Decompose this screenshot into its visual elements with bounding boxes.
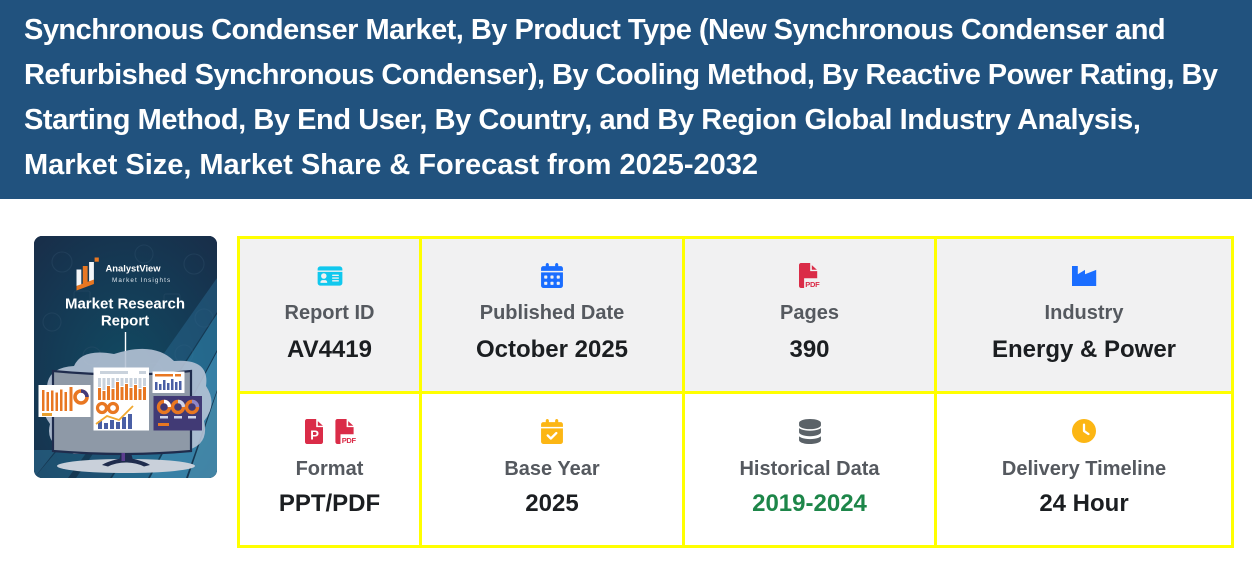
svg-text:P: P xyxy=(310,427,319,442)
svg-text:Report: Report xyxy=(101,313,149,330)
svg-text:PDF: PDF xyxy=(805,280,820,288)
svg-text:Market Insights: Market Insights xyxy=(112,277,171,284)
svg-text:Market Research: Market Research xyxy=(65,296,185,313)
svg-text:PDF: PDF xyxy=(341,436,356,444)
svg-text:AnalystView: AnalystView xyxy=(106,263,162,274)
